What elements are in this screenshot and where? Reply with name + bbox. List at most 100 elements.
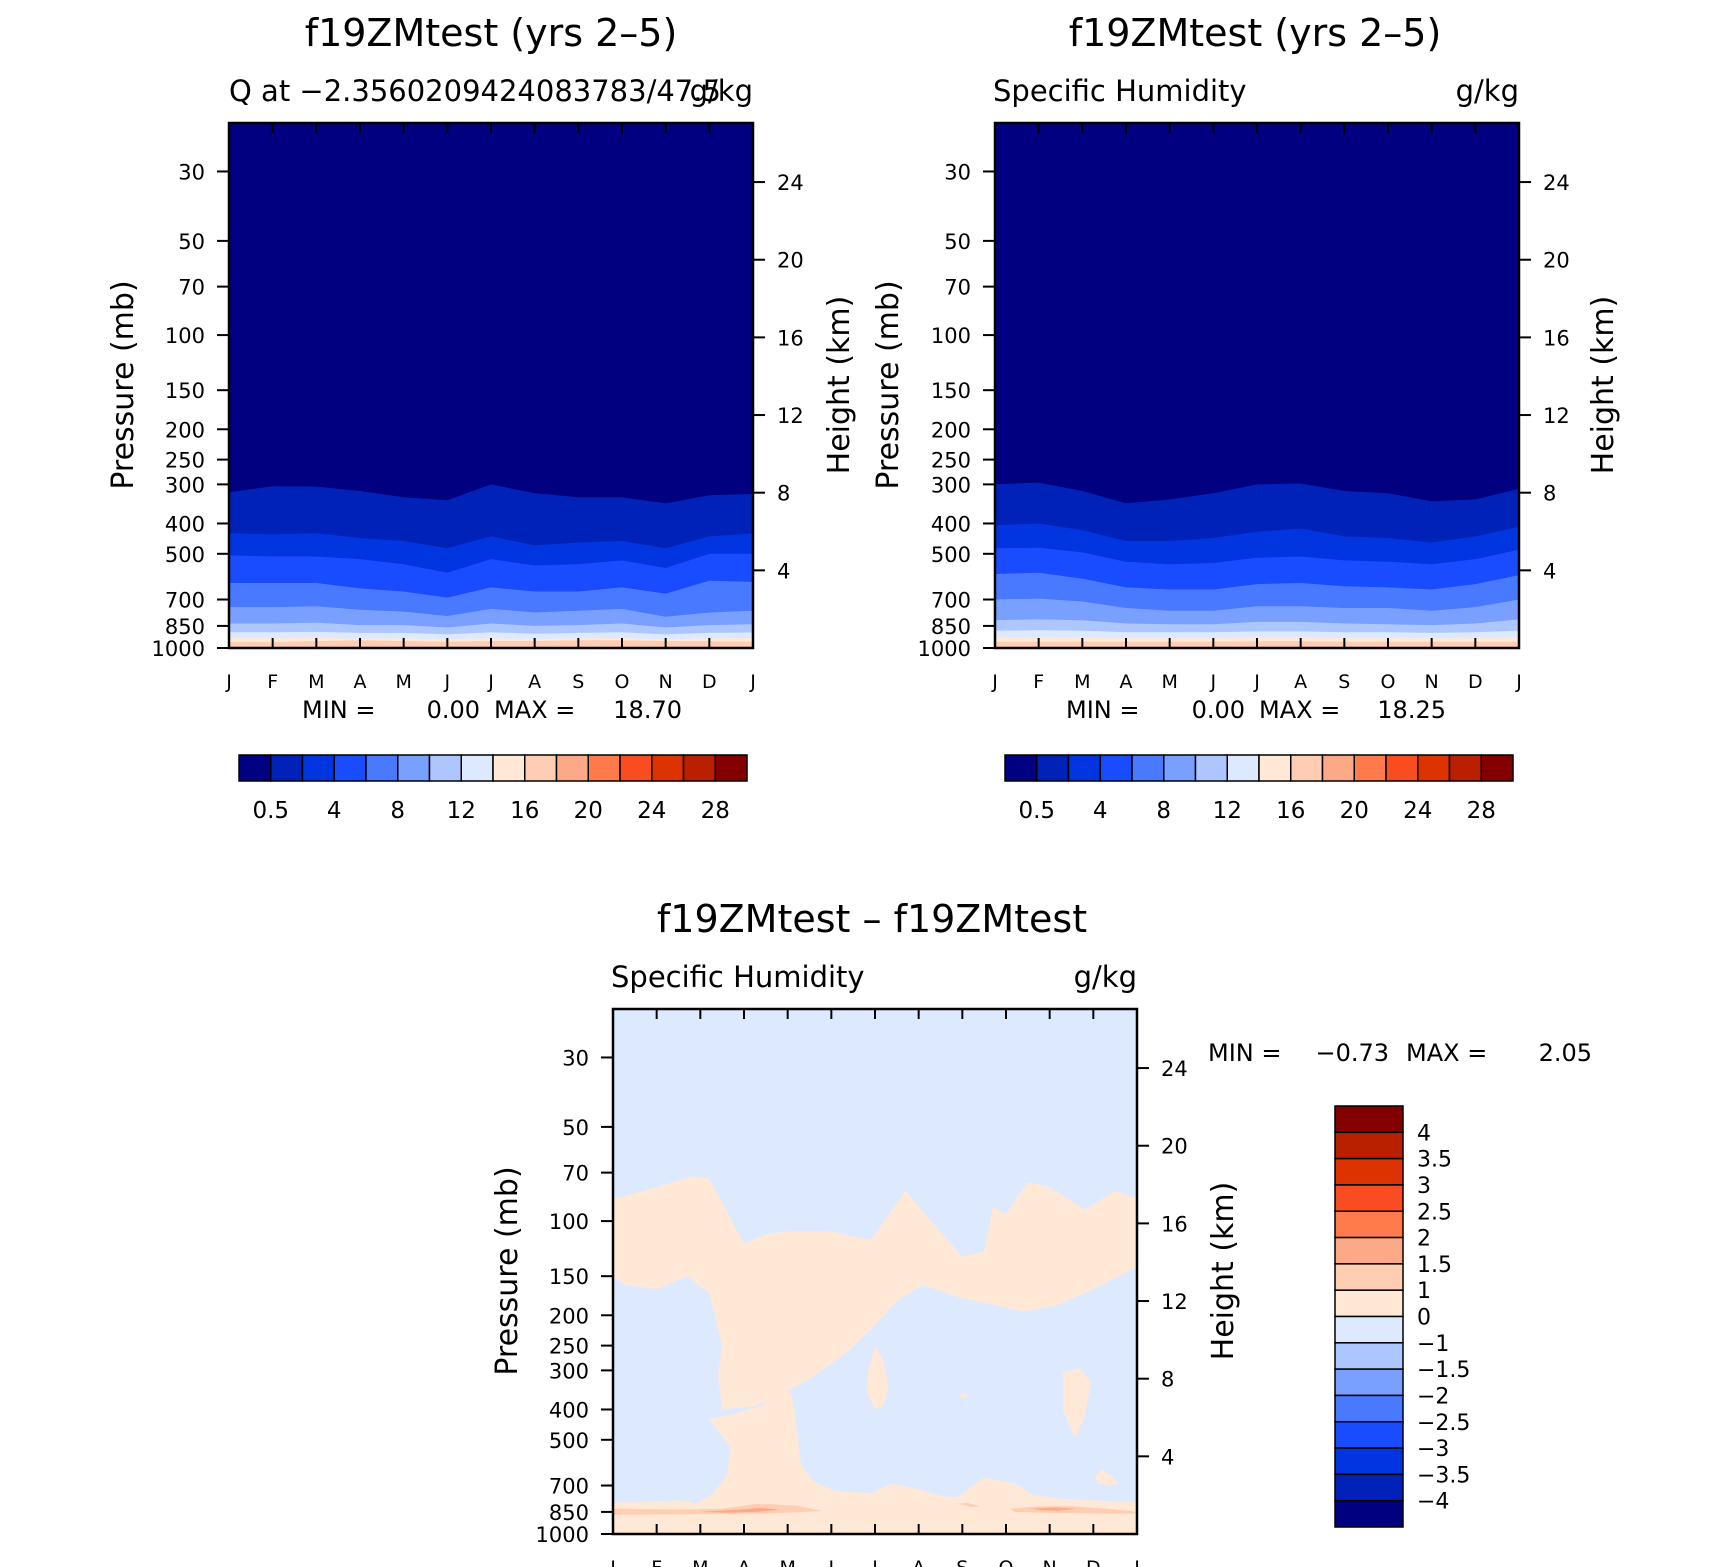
colorbar-swatch — [651, 754, 685, 782]
colorbar-swatch — [1334, 1105, 1404, 1134]
stats-line: MIN = 0.00 MAX = 18.70 — [302, 696, 682, 724]
colorbar-swatch — [1131, 754, 1165, 782]
colorbar-swatch — [1334, 1131, 1404, 1160]
x-tick-label: D — [1086, 1557, 1101, 1567]
y2-tick-label: 20 — [1161, 1135, 1188, 1159]
colorbar-tick-label: −1 — [1417, 1332, 1449, 1357]
plot-area — [611, 1007, 1139, 1536]
contour-region — [1010, 1506, 1137, 1514]
colorbar-swatch — [1334, 1184, 1404, 1212]
colorbar-tick-label: 12 — [1213, 798, 1242, 824]
x-tick-label: F — [1033, 671, 1044, 693]
y-tick-label: 100 — [549, 1210, 589, 1234]
contour-fill — [229, 123, 753, 648]
colorbar-tick-label: 0.5 — [1018, 798, 1055, 824]
y2-tick-label: 24 — [1161, 1057, 1188, 1081]
x-tick-label: N — [1043, 1557, 1057, 1567]
y2-tick-label: 24 — [1543, 171, 1570, 195]
colorbar-swatch — [1334, 1236, 1404, 1265]
contour-region — [960, 1393, 968, 1399]
x-tick-label: M — [395, 671, 411, 693]
y-tick-label: 250 — [165, 449, 205, 473]
y2-tick-label: 16 — [1543, 326, 1570, 350]
colorbar-swatch — [1334, 1421, 1404, 1449]
y2-tick-label: 12 — [1161, 1290, 1188, 1314]
y-tick-label: 200 — [931, 418, 971, 442]
y-tick-label: 1000 — [918, 637, 971, 661]
colorbar-tick-label: −3 — [1417, 1437, 1449, 1462]
panel-top-left: f19ZMtest (yrs 2–5) Q at −2.356020942408… — [106, 11, 857, 824]
y-tick-label: 30 — [944, 160, 971, 184]
colorbar-swatch — [555, 754, 589, 782]
y-tick-label: 70 — [562, 1162, 589, 1186]
x-tick-label: A — [528, 671, 541, 693]
y-tick-label: 400 — [165, 512, 205, 536]
colorbar-tick-label: −4 — [1417, 1490, 1449, 1515]
colorbar-tick-label: 28 — [701, 798, 730, 824]
y2-tick-label: 16 — [1161, 1212, 1188, 1236]
y-tick-label: 30 — [178, 160, 205, 184]
y-tick-label: 50 — [562, 1116, 589, 1140]
y2-tick-label: 24 — [777, 171, 804, 195]
x-tick-label: J — [487, 671, 494, 693]
colorbar-swatch — [1067, 754, 1101, 782]
x-tick-label: J — [828, 1557, 835, 1567]
colorbar-swatch — [397, 754, 431, 782]
plot-area — [227, 121, 755, 650]
colorbar-tick-label: 4 — [1093, 798, 1108, 824]
x-tick-label: M — [308, 671, 324, 693]
x-tick-label: J — [749, 671, 756, 693]
x-tick-label: J — [1210, 671, 1217, 693]
y2-axis-label: Height (km) — [1586, 296, 1621, 475]
colorbar-tick-label: 3.5 — [1417, 1148, 1452, 1173]
colorbar-tick-label: 12 — [447, 798, 476, 824]
max-value: 2.05 — [1539, 1039, 1592, 1067]
x-tick-label: J — [991, 671, 998, 693]
y-tick-label: 400 — [549, 1398, 589, 1422]
colorbar-swatch — [1321, 754, 1355, 782]
colorbar-swatch — [270, 754, 304, 782]
colorbar-tick-label: −2.5 — [1417, 1411, 1470, 1436]
y-tick-label: 200 — [165, 418, 205, 442]
panel-subtitle-right: g/kg — [1074, 960, 1137, 994]
y-tick-label: 700 — [165, 589, 205, 613]
contour-region — [700, 1507, 779, 1513]
colorbar-swatch — [1258, 754, 1292, 782]
y-tick-label: 400 — [931, 512, 971, 536]
colorbar-swatch — [333, 754, 367, 782]
x-tick-label: D — [1468, 671, 1483, 693]
colorbar-tick-label: −2 — [1417, 1384, 1449, 1409]
colorbar-tick-label: 20 — [1340, 798, 1369, 824]
y-axis-label: Pressure (mb) — [871, 280, 906, 489]
colorbar-swatch — [1163, 754, 1197, 782]
contour-region — [958, 1502, 980, 1507]
y-tick-label: 150 — [165, 379, 205, 403]
panel-title: f19ZMtest (yrs 2–5) — [305, 11, 678, 55]
colorbar-swatch — [301, 754, 335, 782]
y-tick-label: 1000 — [536, 1523, 589, 1547]
y-tick-label: 700 — [931, 589, 971, 613]
y-axis-label: Pressure (mb) — [490, 1166, 525, 1375]
colorbar-tick-label: 8 — [390, 798, 405, 824]
y-tick-label: 70 — [944, 276, 971, 300]
max-value: 18.70 — [613, 696, 682, 724]
contour-fill — [613, 1009, 1137, 1534]
min-value: 0.00 — [1192, 696, 1245, 724]
panel-subtitle-left: Specific Humidity — [611, 960, 865, 994]
stats-line: MIN = −0.73 MAX = 2.05 — [1208, 1039, 1592, 1067]
colorbar-swatch — [1226, 754, 1260, 782]
colorbar-swatch — [1099, 754, 1133, 782]
y-tick-label: 300 — [165, 473, 205, 497]
panel-subtitle-right: g/kg — [690, 74, 753, 108]
min-value: 0.00 — [427, 696, 480, 724]
y-tick-label: 70 — [178, 276, 205, 300]
x-tick-label: M — [692, 1557, 708, 1567]
contour-region — [1095, 1469, 1120, 1486]
colorbar-swatch — [619, 754, 653, 782]
x-tick-label: J — [225, 671, 232, 693]
y-tick-label: 100 — [165, 324, 205, 348]
y2-tick-label: 12 — [1543, 404, 1570, 428]
y-tick-label: 300 — [549, 1359, 589, 1383]
colorbar-swatch — [365, 754, 399, 782]
